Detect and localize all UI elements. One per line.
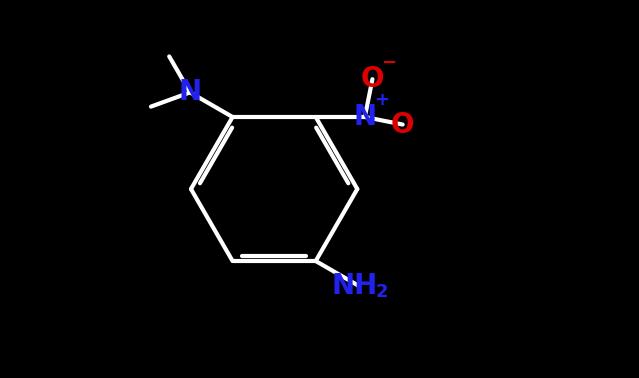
Text: NH: NH xyxy=(332,271,378,300)
Text: −: − xyxy=(381,54,397,71)
Text: 2: 2 xyxy=(375,283,388,301)
Text: +: + xyxy=(374,91,389,108)
Text: O: O xyxy=(360,65,384,93)
Text: N: N xyxy=(353,103,376,131)
Text: N: N xyxy=(178,78,201,107)
Text: O: O xyxy=(391,110,415,139)
